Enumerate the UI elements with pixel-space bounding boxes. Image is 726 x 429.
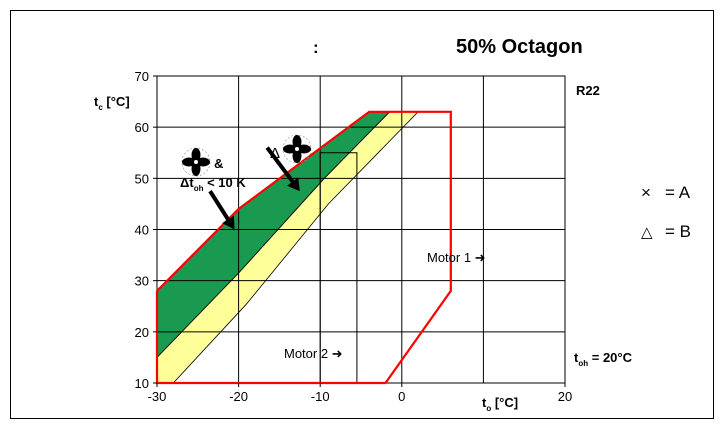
inner-box <box>319 152 358 383</box>
legend-a-text: = A <box>665 183 691 202</box>
y-tick-label: 10 <box>135 376 149 391</box>
fan-and-label: & <box>214 156 223 171</box>
x-tick-label: -10 <box>311 389 330 404</box>
x-tick-label: -30 <box>148 389 167 404</box>
refrigerant-label: R22 <box>576 83 600 98</box>
title-left: : <box>313 38 319 57</box>
x-axis-label: to [°C] <box>482 395 518 413</box>
y-tick-label: 40 <box>135 223 149 238</box>
operating-envelope <box>155 110 452 385</box>
legend-b-text: = B <box>665 222 691 241</box>
y-axis-label: tc [°C] <box>94 94 130 112</box>
legend-b-symbol: △ <box>641 224 653 241</box>
chart-frame <box>10 10 714 419</box>
delta-toh-label: Δtoh < 10 K <box>180 175 246 193</box>
motor2-label: Motor 2 ➜ <box>284 346 343 361</box>
y-tick-label: 30 <box>135 274 149 289</box>
y-tick-label: 70 <box>135 69 149 84</box>
x-tick-label: 0 <box>398 389 405 404</box>
y-tick-label: 60 <box>135 120 149 135</box>
arrow-head <box>286 177 300 192</box>
legend-a-symbol: × <box>641 183 651 202</box>
fan-icon <box>181 147 211 177</box>
y-tick-label: 20 <box>135 325 149 340</box>
arrow-shaft <box>265 146 295 183</box>
motor1-label: Motor 1 ➜ <box>427 250 486 265</box>
title-right: 50% Octagon <box>456 36 583 58</box>
x-tick-label: -20 <box>229 389 248 404</box>
fan-icon-delta <box>282 134 312 164</box>
plot-layer: 10 20 30 40 50 60 70 -30 -20 -10 0 20 <box>135 69 573 404</box>
y-tick-label: 50 <box>135 171 149 186</box>
arrow-shaft <box>208 190 230 221</box>
x-tick-label: 20 <box>558 389 572 404</box>
toh-label: toh = 20°C <box>574 350 633 368</box>
delta-label: Δ <box>270 145 280 162</box>
arrow-head <box>222 215 235 230</box>
